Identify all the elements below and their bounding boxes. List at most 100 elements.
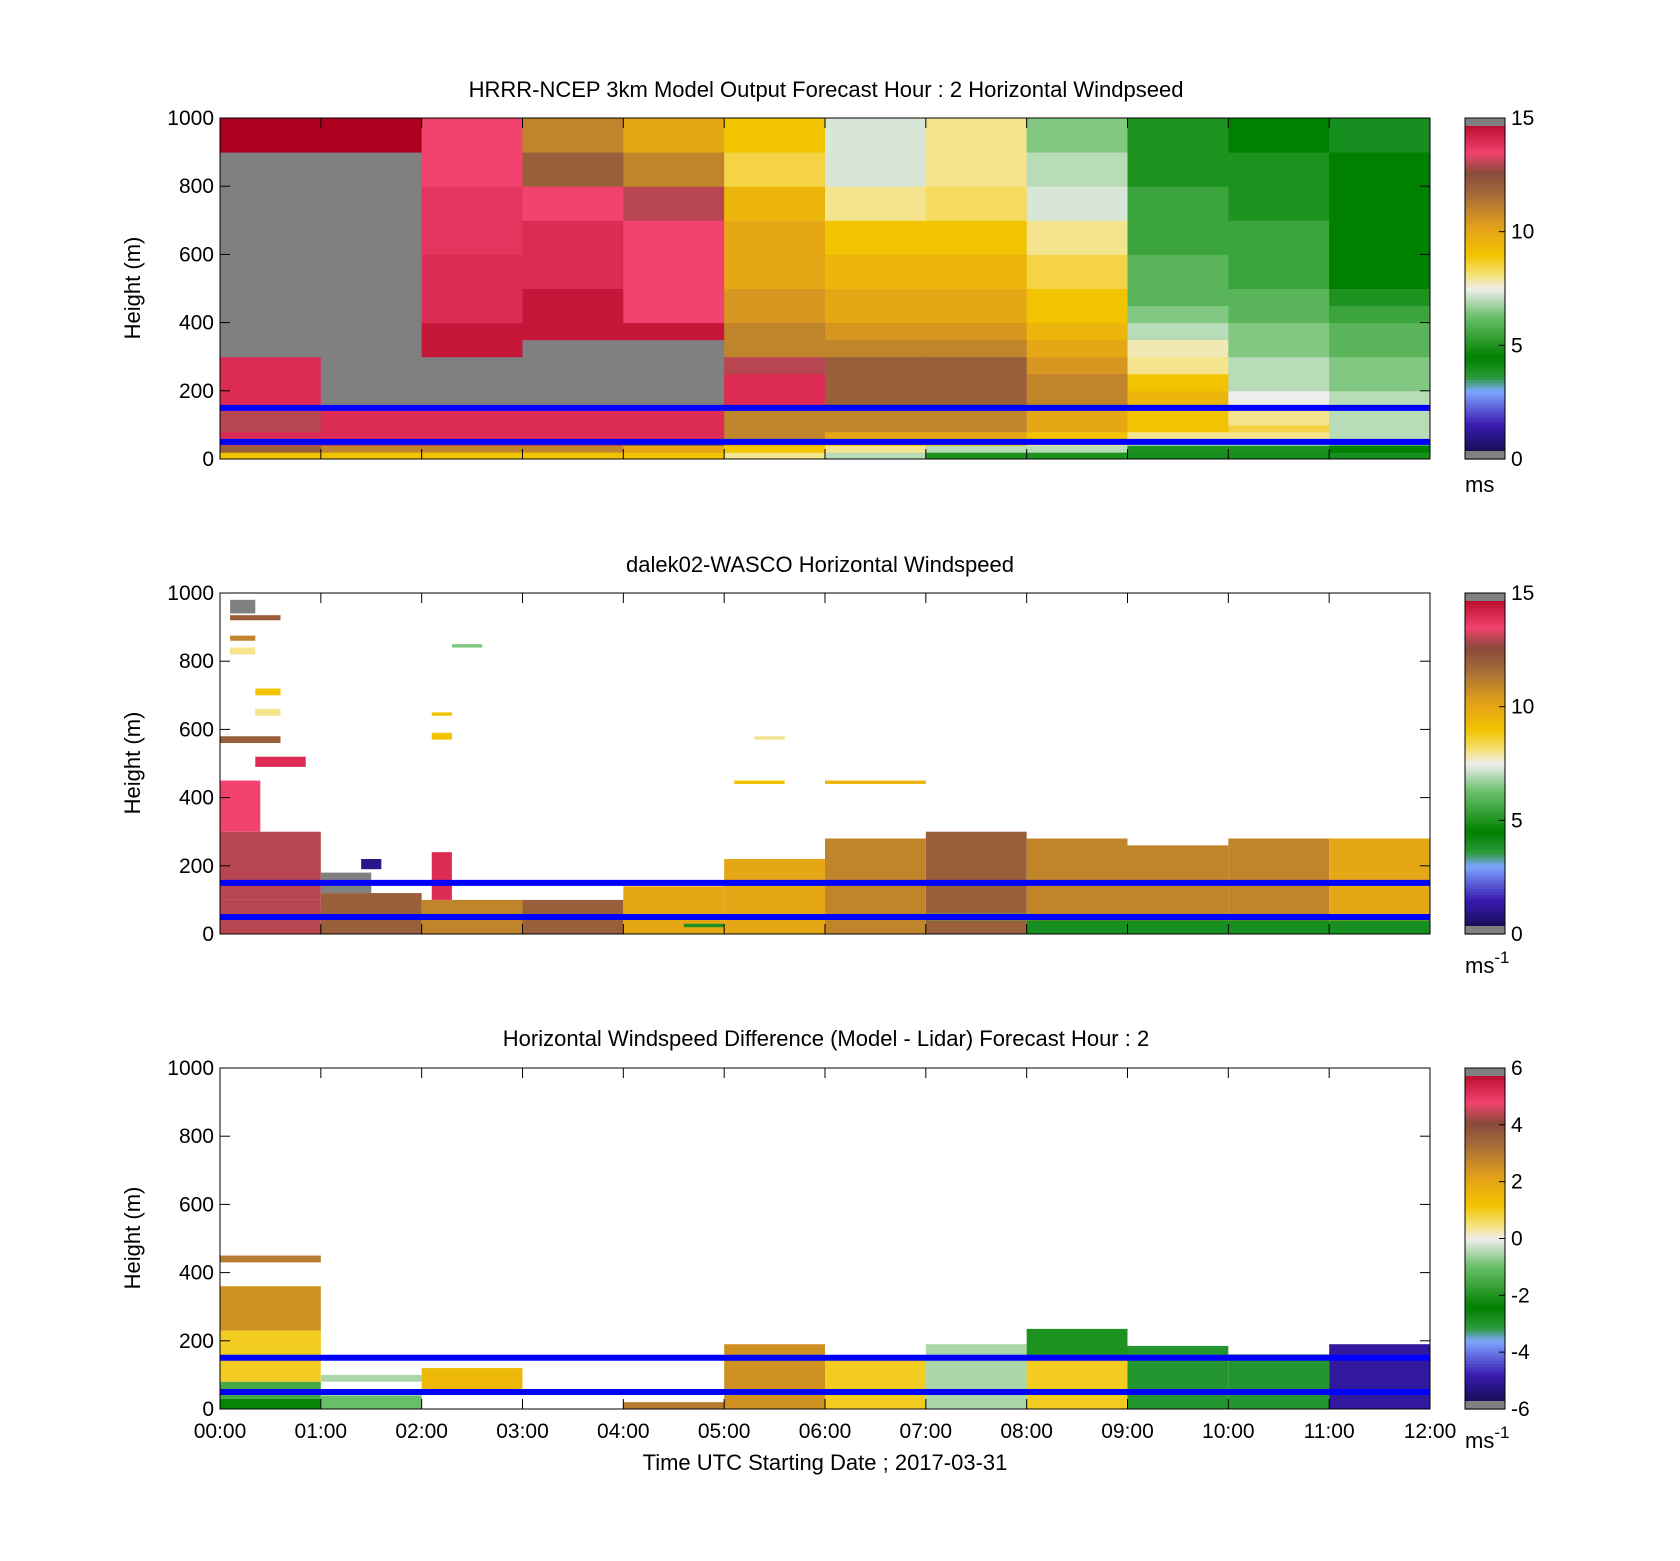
panel-1-cell-11-5	[1329, 407, 1431, 426]
panel-1-cell-0-10	[220, 322, 322, 341]
panel-1-cell-8-16	[1026, 152, 1128, 187]
panel-2-segment-6	[230, 635, 256, 641]
panel-3-colorbar-step-25	[1465, 1335, 1505, 1339]
panel-1-cell-8-1	[1026, 445, 1128, 453]
panel-2-colorbar-step-86	[1465, 686, 1505, 691]
panel-2-colorbar-step-4	[1465, 919, 1505, 924]
panel-1-colorbar-step-70	[1465, 257, 1505, 261]
panel-1-cell-9-16	[1127, 152, 1229, 187]
panel-1-colorbar-step-100	[1465, 171, 1505, 176]
panel-1-cell-5-5	[724, 407, 826, 426]
panel-2-colorbar-step-68	[1465, 737, 1505, 742]
panel-3-colorbar-step-83	[1465, 1170, 1505, 1174]
panel-3-colorbar-step-38	[1465, 1298, 1505, 1302]
panel-1-cell-11-9	[1329, 339, 1431, 358]
panel-1-ytick-label-5: 1000	[167, 107, 214, 130]
panel-1-colorbar-step-27	[1465, 379, 1505, 383]
panel-2-segment-36	[1329, 920, 1430, 934]
panel-1-colorbar-step-74	[1465, 245, 1505, 250]
panel-3-colorbar-step-7	[1465, 1386, 1505, 1390]
panel-1-colorbar-step-78	[1465, 234, 1505, 238]
panel-3-colorbar-step-78	[1465, 1184, 1505, 1188]
panel-1-cell-9-14	[1127, 220, 1229, 255]
panel-1-colorbar-step-10	[1465, 427, 1505, 432]
panel-1-cell-3-17	[522, 118, 624, 153]
panel-1-cell-5-8	[724, 356, 826, 375]
panel-1-cell-4-5	[623, 407, 725, 426]
panel-2-colorbar-step-47	[1465, 797, 1505, 802]
panel-1-cell-2-7	[421, 373, 523, 392]
panel-1-colorbar-step-80	[1465, 228, 1505, 233]
panel-2-segment-2	[220, 780, 261, 832]
panel-1-cell-11-8	[1329, 356, 1431, 375]
panel-1-y-ticks: 0 200 400 600 800 1000	[167, 107, 1430, 471]
panel-1-cell-8-14	[1026, 220, 1128, 255]
panel-3-colorbar-step-65	[1465, 1221, 1505, 1225]
panel-2-colorbar-step-44	[1465, 806, 1505, 810]
panel-1-cell-0-1	[220, 445, 322, 453]
panel-1-colorbar-step-77	[1465, 237, 1505, 241]
panel-1-colorbar-step-102	[1465, 166, 1505, 170]
panel-1-colorbar-step-101	[1465, 169, 1505, 173]
panel-1-cell-0-4	[220, 424, 322, 433]
panel-1-cell-11-11	[1329, 305, 1431, 324]
panel-3-colorbar-step-70	[1465, 1207, 1505, 1211]
panel-3-ytick-label-2: 400	[179, 1262, 214, 1285]
panel-2-colorbar-frame	[1464, 592, 1506, 935]
panel-3-colorbar-step-37	[1465, 1301, 1505, 1305]
panel-1-colorbar-step-58	[1465, 291, 1505, 295]
panel-2-colorbar-step-71	[1465, 729, 1505, 733]
panel-1-cell-4-15	[623, 186, 725, 221]
panel-1-cell-3-16	[522, 152, 624, 187]
panel-1-colorbar-step-97	[1465, 180, 1505, 184]
panel-1-cell-6-3	[825, 431, 927, 440]
panel-1-cell-3-11	[522, 305, 624, 324]
panel-3-segment-16	[1228, 1354, 1330, 1409]
panel-2-segment-16	[431, 712, 452, 716]
panel-1-colorbar-step-19	[1465, 402, 1505, 406]
panel-1-colorbar-step-57	[1465, 294, 1505, 298]
panel-1-cell-10-16	[1228, 152, 1330, 187]
panel-2-colorbar-step-7	[1465, 911, 1505, 915]
panel-1-cell-4-8	[623, 356, 725, 375]
panel-1-ytick-label-2: 400	[179, 312, 214, 335]
panel-1-colorbar-step-11	[1465, 424, 1505, 429]
panel-2-colorbar-step-9	[1465, 905, 1505, 910]
panel-1-colorbar-step-18	[1465, 405, 1505, 409]
panel-2-colorbar-step-64	[1465, 749, 1505, 753]
panel-1-cell-7-16	[925, 152, 1028, 187]
panel-1-cell-5-11	[724, 305, 826, 324]
panel-1-colorbar-step-89	[1465, 203, 1505, 207]
panel-1-colorbar-step-116	[1465, 126, 1505, 130]
panel-2-segment-15	[431, 852, 452, 900]
panel-3-colorbar-step-43	[1465, 1283, 1505, 1288]
panel-2-colorbar-step-25	[1465, 860, 1505, 864]
panel-1-ylabel: Height (m)	[120, 237, 145, 340]
panel-1-cell-10-17	[1228, 118, 1330, 153]
panel-1-cell-6-17	[825, 118, 927, 153]
panel-2-colorbar-step-15	[1465, 888, 1505, 892]
panel-3-colorbar-step-19	[1465, 1352, 1505, 1356]
panel-1-colorbar-step-28	[1465, 376, 1505, 381]
panel-1-cell-3-10	[522, 322, 624, 341]
panel-2-colorbar-step-81	[1465, 700, 1505, 705]
panel-1-cell-4-13	[623, 254, 725, 289]
panel-2-colorbar-step-28	[1465, 851, 1505, 856]
panel-2-colorbar-cap-bottom	[1465, 926, 1505, 934]
panel-1-cell-2-8	[421, 356, 523, 375]
panel-3-segment-11	[825, 1357, 926, 1409]
panel-1-colorbar-step-16	[1465, 410, 1505, 415]
panel-2-colorbar-step-99	[1465, 649, 1505, 654]
panel-1-cell-3-13	[522, 254, 624, 289]
x-tick-label-11: 11:00	[1304, 1420, 1355, 1443]
panel-1-cell-3-7	[522, 373, 624, 392]
panel-2-y-ticks: 0 200 400 600 800 1000	[167, 582, 1430, 946]
panel-1-colorbar-step-108	[1465, 149, 1505, 153]
panel-1-cell-9-17	[1127, 118, 1229, 153]
x-tick-label-5: 05:00	[698, 1420, 751, 1443]
panel-1-cell-0-12	[220, 288, 322, 307]
panel-1-colorbar-step-96	[1465, 183, 1505, 187]
panel-1-cell-5-1	[724, 445, 826, 453]
panel-2-colorbar-step-12	[1465, 897, 1505, 901]
x-tick-label-0: 00:00	[194, 1420, 247, 1443]
